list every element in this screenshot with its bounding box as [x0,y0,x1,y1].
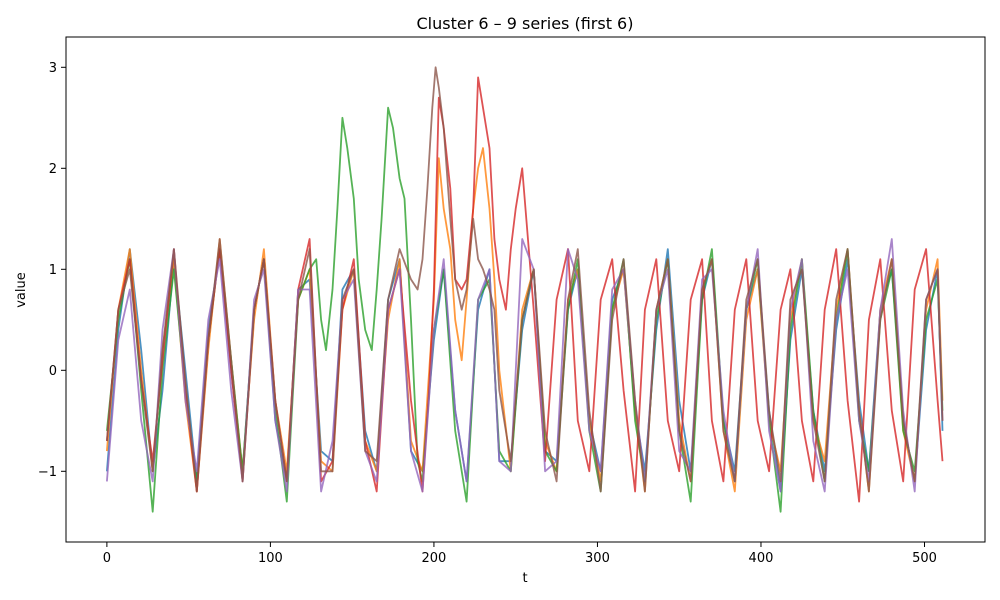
x-tick-label: 100 [258,551,283,566]
x-tick-label: 200 [422,551,447,566]
x-axis: 0 100 200 300 400 500 [103,542,937,566]
plot-frame [65,36,986,543]
y-tick-label: 0 [49,364,57,379]
x-axis-label: t [522,571,527,586]
x-tick-label: 0 [103,551,111,566]
x-tick-label: 400 [749,551,774,566]
x-tick-label: 500 [912,551,937,566]
x-tick-label: 300 [585,551,610,566]
y-tick-label: 3 [49,61,57,76]
series-line-6 [106,66,944,493]
y-tick-label: 2 [49,162,57,177]
y-tick-label: −1 [38,465,57,480]
y-axis-label: value [14,272,29,308]
y-tick-label: 1 [49,263,57,278]
y-axis: −1 0 1 2 3 [38,61,66,480]
chart-title: Cluster 6 – 9 series (first 6) [417,14,634,33]
series-layer [106,66,944,513]
